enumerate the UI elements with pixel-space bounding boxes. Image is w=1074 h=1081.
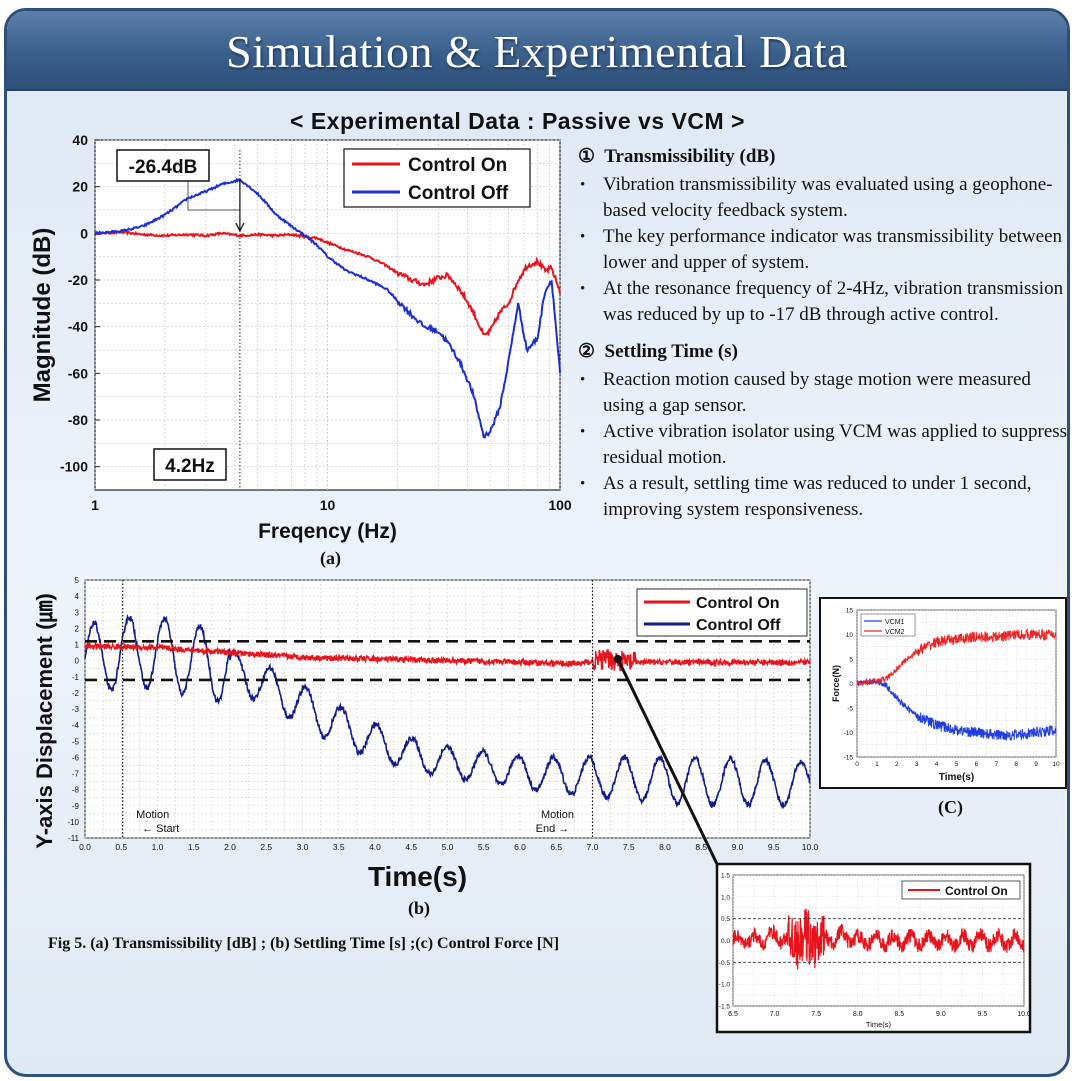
title-banner: Simulation & Experimental Data [7,11,1067,91]
section-heading-settling-time: ② Settling Time (s) [578,340,1068,363]
caption-a: (a) [320,548,341,568]
description-panel: ① Transmissibility (dB) Vibration transm… [578,145,1068,523]
section-subtitle: < Experimental Data : Passive vs VCM > [290,108,745,134]
caption-c: (C) [938,797,963,817]
bullet-item: Vibration transmissibility was evaluated… [578,172,1068,224]
bullet-item: Reaction motion caused by stage motion w… [578,367,1068,419]
bullet-list: Reaction motion caused by stage motion w… [578,367,1068,523]
section-title: Transmissibility (dB) [604,146,776,167]
section-title: Settling Time (s) [604,341,738,362]
bullet-list: Vibration transmissibility was evaluated… [578,172,1068,328]
caption-b: (b) [408,898,430,918]
section-number: ① [578,146,596,167]
bullet-item: Active vibration isolator using VCM was … [578,419,1068,471]
section-number: ② [578,341,596,362]
bullet-item: As a result, settling time was reduced t… [578,471,1068,523]
bullet-item: At the resonance frequency of 2-4Hz, vib… [578,276,1068,328]
figure-caption: Fig 5. (a) Transmissibility [dB] ; (b) S… [48,935,560,952]
bullet-item: The key performance indicator was transm… [578,224,1068,276]
page-title: Simulation & Experimental Data [226,26,848,77]
section-heading-transmissibility: ① Transmissibility (dB) [578,145,1068,168]
